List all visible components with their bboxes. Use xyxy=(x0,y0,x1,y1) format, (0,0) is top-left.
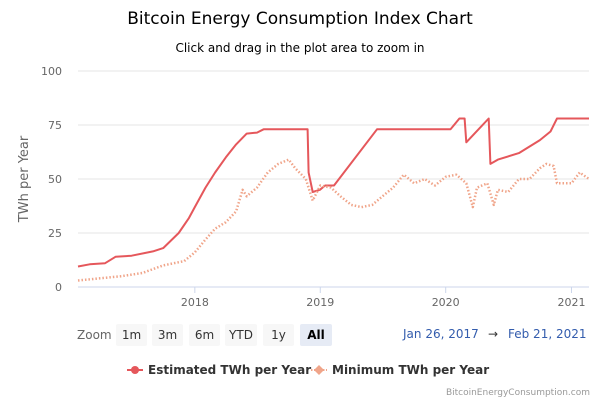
zoom-button-1m[interactable]: 1m xyxy=(116,324,147,346)
range-arrow: → xyxy=(488,327,498,341)
x-tick-label: 2019 xyxy=(306,296,334,309)
zoom-button-ytd[interactable]: YTD xyxy=(225,324,257,346)
y-tick-label: 75 xyxy=(48,119,62,132)
button-background xyxy=(300,324,332,346)
zoom-label: Zoom xyxy=(77,328,112,342)
zoom-button-1y[interactable]: 1y xyxy=(263,324,294,346)
button-label: 6m xyxy=(195,328,214,342)
x-tick-label: 2018 xyxy=(181,296,209,309)
button-label: 1m xyxy=(122,328,141,342)
legend-circle-icon xyxy=(131,366,139,374)
zoom-button-3m[interactable]: 3m xyxy=(152,324,183,346)
range-from[interactable]: Jan 26, 2017 xyxy=(402,327,479,341)
range-to[interactable]: Feb 21, 2021 xyxy=(508,327,587,341)
series-line-estimated[interactable] xyxy=(77,117,589,268)
button-label: 3m xyxy=(158,328,177,342)
legend-label: Minimum TWh per Year xyxy=(332,363,489,377)
button-background xyxy=(225,324,257,346)
y-tick-label: 25 xyxy=(48,227,62,240)
button-background xyxy=(116,324,147,346)
button-background xyxy=(263,324,294,346)
y-axis-label: TWh per Year xyxy=(17,135,32,223)
x-tick-label: 2020 xyxy=(432,296,460,309)
y-tick-label: 0 xyxy=(55,281,62,294)
x-tick-label: 2021 xyxy=(557,296,585,309)
chart-subtitle: Click and drag in the plot area to zoom … xyxy=(175,41,424,55)
button-background xyxy=(189,324,220,346)
button-background xyxy=(152,324,183,346)
zoom-button-all[interactable]: All xyxy=(300,324,332,346)
button-label: YTD xyxy=(228,328,253,342)
plot-area[interactable] xyxy=(77,117,590,282)
y-tick-label: 50 xyxy=(48,173,62,186)
y-tick-label: 100 xyxy=(41,65,62,78)
button-label: All xyxy=(307,328,325,342)
series-line-minimum[interactable] xyxy=(77,158,590,282)
chart-title: Bitcoin Energy Consumption Index Chart xyxy=(127,9,473,29)
button-label: 1y xyxy=(271,328,286,342)
legend-item-minimum[interactable]: Minimum TWh per Year xyxy=(311,363,489,377)
zoom-button-6m[interactable]: 6m xyxy=(189,324,220,346)
credit-link[interactable]: BitcoinEnergyConsumption.com xyxy=(446,388,590,398)
legend-item-estimated[interactable]: Estimated TWh per Year xyxy=(127,363,311,377)
legend-label: Estimated TWh per Year xyxy=(148,363,311,377)
legend-diamond-icon xyxy=(314,365,324,375)
